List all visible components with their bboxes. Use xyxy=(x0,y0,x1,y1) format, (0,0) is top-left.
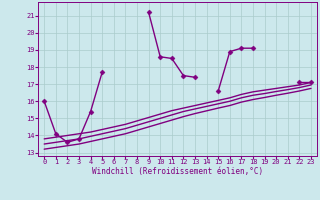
X-axis label: Windchill (Refroidissement éolien,°C): Windchill (Refroidissement éolien,°C) xyxy=(92,167,263,176)
